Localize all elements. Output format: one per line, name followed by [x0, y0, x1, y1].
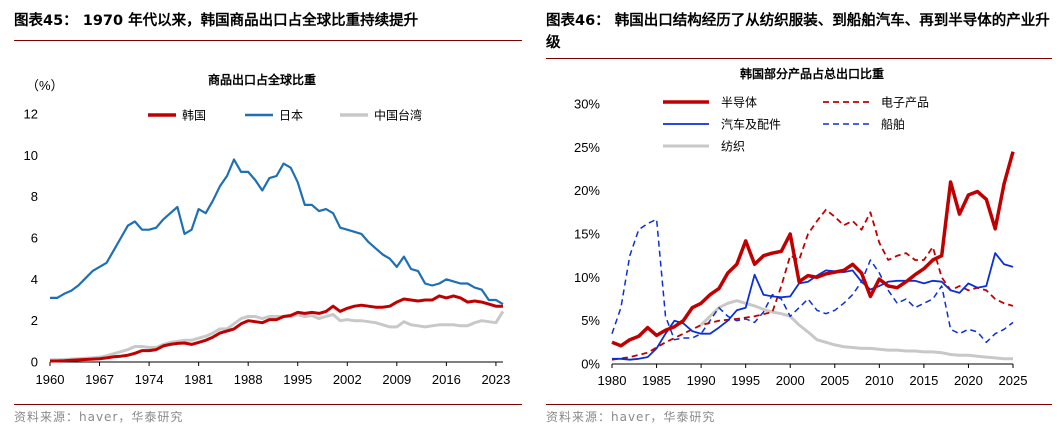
- legend-label-0: 韩国: [182, 108, 206, 123]
- x-tick-label: 1985: [642, 373, 671, 388]
- legend-label-2: 中国台湾: [374, 108, 422, 123]
- series-line-2: [612, 252, 1014, 361]
- legend-label-1: 日本: [279, 109, 303, 123]
- left-figure-panel: 图表45： 1970 年代以来，韩国商品出口占全球比重持续提升 商品出口占全球比…: [14, 13, 522, 424]
- right-figure-title: 图表46： 韩国出口结构经历了从纺织服装、到船舶汽车、再到半导体的产业升级: [546, 13, 1050, 51]
- x-tick-label: 1990: [687, 373, 716, 388]
- chart-title: 商品出口占全球比重: [208, 72, 316, 87]
- x-tick-label: 2015: [909, 373, 938, 388]
- left-chart: 商品出口占全球比重 （%） 0 2 4 6 8 10 12 1960 1967 1974 1981 198…: [24, 72, 511, 387]
- y-tick-label: 15%: [574, 227, 600, 242]
- series-line-0: [611, 151, 1015, 348]
- right-figure-panel: 图表46： 韩国出口结构经历了从纺织服装、到船舶汽车、再到半导体的产业升级 韩国…: [530, 0, 1060, 436]
- y-tick-label: 6: [31, 231, 38, 246]
- chart-title: 韩国部分产品占总出口比重: [740, 66, 884, 81]
- left-figure-title: 图表45： 1970 年代以来，韩国商品出口占全球比重持续提升: [14, 13, 419, 29]
- y-tick-label: 0: [31, 355, 38, 370]
- left-source-rule: [14, 404, 522, 405]
- y-tick-label: 12: [24, 107, 38, 122]
- left-source-note: 资料来源：haver，华泰研究: [14, 410, 184, 424]
- legend-label-1: 电子产品: [881, 96, 929, 110]
- x-tick-label: 1995: [283, 372, 312, 387]
- series-line-0: [50, 294, 503, 363]
- x-tick-label: 1995: [731, 373, 760, 388]
- y-tick-label: 8: [31, 189, 38, 204]
- y-tick-label: 25%: [574, 140, 600, 155]
- x-tick-label: 2025: [999, 373, 1028, 388]
- x-tick-label: 2010: [865, 373, 894, 388]
- right-title-rule: [546, 58, 1052, 59]
- y-tick-label: 0%: [581, 357, 600, 372]
- legend-label-3: 船舶: [881, 117, 905, 132]
- y-axis-unit-label: （%）: [26, 78, 64, 93]
- x-tick-label: 1974: [135, 372, 164, 387]
- y-tick-label: 10: [24, 148, 38, 163]
- x-tick-label: 2000: [776, 373, 805, 388]
- y-tick-label: 30%: [574, 97, 600, 112]
- series-line-2: [50, 310, 505, 362]
- legend-label-2: 汽车及配件: [721, 117, 781, 132]
- x-tick-label: 1960: [36, 372, 65, 387]
- series-line-1: [611, 208, 1014, 361]
- y-tick-label: 5%: [581, 313, 600, 328]
- y-tick-label: 4: [31, 272, 38, 287]
- y-tick-label: 10%: [574, 270, 600, 285]
- right-source-rule: [546, 404, 1052, 405]
- y-tick-label: 20%: [574, 183, 600, 198]
- x-tick-label: 1988: [234, 372, 263, 387]
- x-tick-label: 2023: [481, 372, 510, 387]
- x-tick-label: 1981: [184, 372, 213, 387]
- right-source-note: 资料来源：haver，华泰研究: [546, 410, 716, 424]
- x-tick-label: 1980: [598, 373, 627, 388]
- x-tick-label: 2020: [954, 373, 983, 388]
- legend-label-4: 纺织: [721, 140, 745, 154]
- legend-label-0: 半导体: [721, 96, 757, 110]
- left-title-rule: [14, 40, 522, 41]
- series-line-1: [50, 158, 504, 306]
- series-line-4: [700, 299, 1013, 361]
- x-tick-label: 1967: [85, 372, 114, 387]
- x-tick-label: 2005: [820, 373, 849, 388]
- series-line-3: [611, 218, 1014, 344]
- right-chart: 韩国部分产品占总出口比重 0% 5% 10% 15% 20% 25% 30% 1980 1985 1…: [574, 66, 1028, 388]
- y-tick-label: 2: [31, 313, 38, 328]
- x-tick-label: 2009: [382, 372, 411, 387]
- x-tick-label: 2002: [333, 372, 362, 387]
- x-tick-label: 2016: [432, 372, 461, 387]
